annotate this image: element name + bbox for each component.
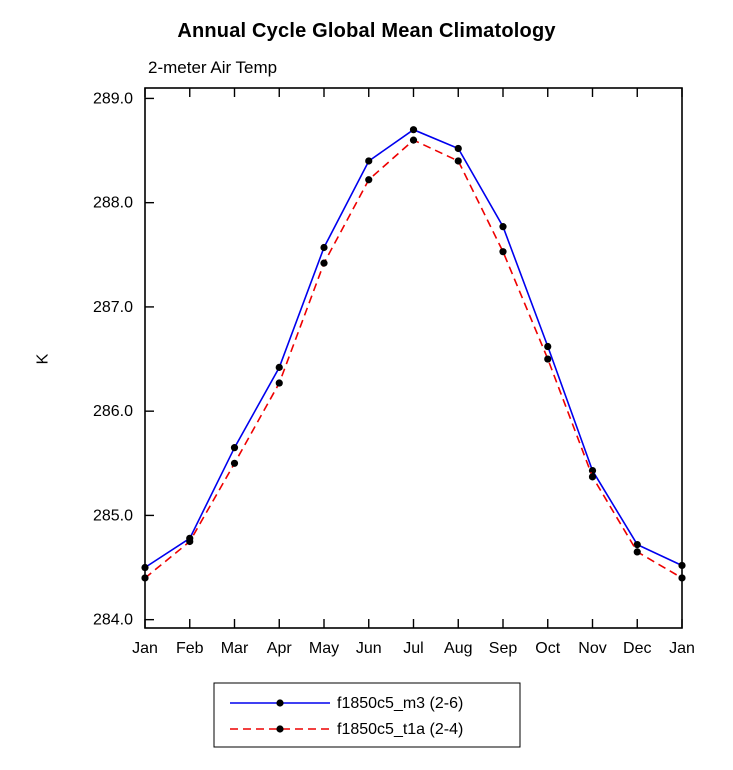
chart-subtitle: 2-meter Air Temp [148,58,278,77]
data-point-marker [454,144,462,153]
data-point-marker [499,223,507,231]
series-line-0 [144,128,683,569]
x-axis-label: Nov [578,640,606,657]
plot-border [144,87,683,629]
x-axis-label: Dec [623,640,651,657]
data-point-marker [409,136,418,144]
data-point-marker [633,541,641,549]
x-axis-label: Feb [176,640,204,657]
y-axis-tick-label: 287.0 [93,299,133,316]
y-axis-tick-label: 289.0 [93,90,133,107]
data-point-marker [141,574,149,582]
legend-marker [276,699,284,707]
data-point-marker [678,574,686,582]
x-axis-label: Apr [267,640,293,657]
data-point-marker [365,176,373,184]
x-axis-label: Jul [403,640,423,657]
series-line-1 [144,139,683,579]
legend-box [213,682,521,748]
data-point-marker [588,466,597,475]
x-axis-label: Jun [356,640,382,657]
data-point-marker [320,243,328,252]
data-point-marker [454,157,462,165]
legend-label: f1850c5_m3 (2-6) [337,695,463,712]
x-axis-label: Sep [489,640,518,657]
data-point-marker [186,537,194,546]
data-point-marker [365,157,373,165]
data-point-marker [141,563,149,572]
data-point-marker [633,548,641,556]
data-point-marker [588,473,597,481]
x-axis-label: Jan [669,640,695,657]
data-point-marker [544,342,552,351]
x-axis-label: Mar [221,640,249,657]
x-axis-label: Aug [444,640,472,657]
y-axis-tick-label: 288.0 [93,195,133,212]
data-point-marker [275,379,283,387]
data-point-marker [275,363,283,371]
y-axis-tick-label: 284.0 [93,612,133,629]
x-axis-label: Oct [535,640,560,657]
data-point-marker [320,259,328,267]
x-axis-label: Jan [132,640,158,657]
data-point-marker [499,248,507,256]
chart-title: Annual Cycle Global Mean Climatology [177,20,556,42]
data-point-marker [230,459,239,467]
legend-marker [276,725,284,733]
data-point-marker [678,561,686,570]
x-axis-label: May [309,640,339,657]
data-point-marker [409,126,418,134]
y-axis-tick-label: 285.0 [93,507,133,524]
legend-label: f1850c5_t1a (2-4) [337,721,463,738]
data-point-marker [230,444,239,452]
data-point-marker [544,355,552,363]
y-axis-tick-label: 286.0 [93,403,133,420]
